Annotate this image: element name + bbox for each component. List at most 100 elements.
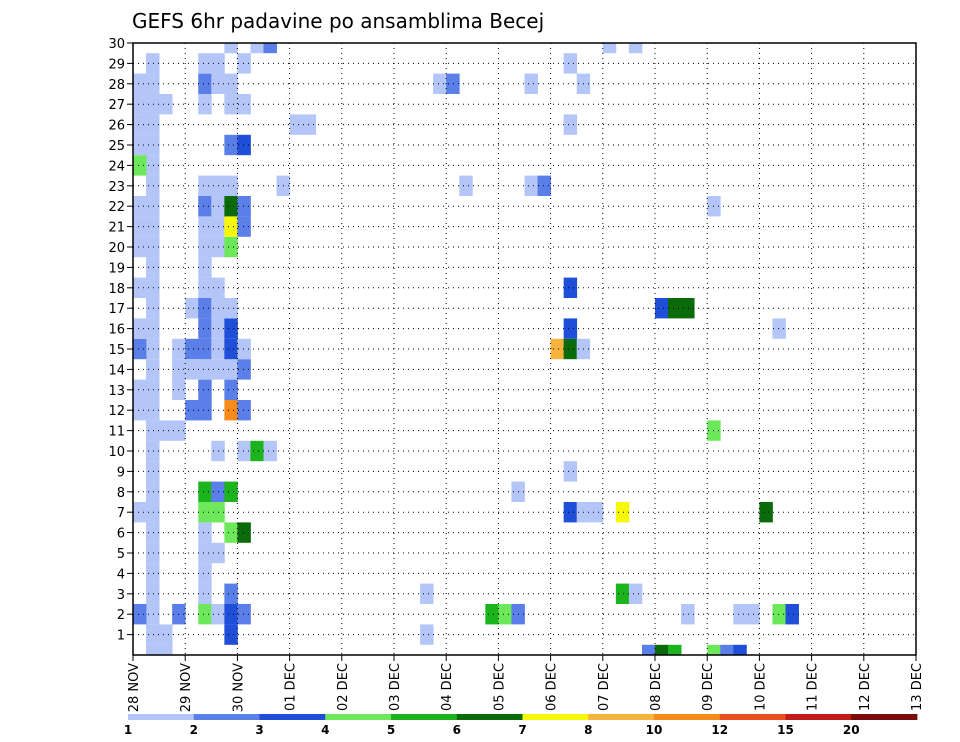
heatmap-cell [185, 359, 199, 380]
x-tick-label: 04 DEC [440, 663, 455, 711]
heatmap-cell [146, 318, 160, 339]
heatmap-cell [159, 644, 173, 655]
x-tick-label: 12 DEC [858, 663, 873, 711]
heatmap-cell [198, 359, 212, 380]
heatmap-cell [198, 318, 212, 339]
y-tick-label: 11 [108, 425, 125, 440]
heatmap-cell [133, 277, 147, 298]
heatmap-cell [563, 114, 578, 135]
heatmap-cell [146, 338, 160, 360]
heatmap-cell [146, 461, 160, 482]
heatmap-cell [563, 502, 578, 523]
heatmap-cell [198, 379, 212, 400]
heatmap-cell [198, 94, 212, 115]
x-tick-label: 10 DEC [753, 663, 768, 711]
y-tick-label: 21 [108, 221, 125, 236]
heatmap-cell [237, 440, 251, 462]
heatmap-cell [224, 236, 238, 258]
y-tick-label: 15 [108, 343, 125, 358]
y-tick-label: 22 [108, 200, 125, 215]
heatmap-cell [237, 53, 251, 74]
colorbar-swatch [654, 714, 721, 720]
heatmap-cells [133, 43, 799, 655]
colorbar-label: 6 [453, 723, 461, 737]
x-tick-label: 07 DEC [597, 663, 612, 711]
heatmap-cell [198, 236, 212, 258]
colorbar-label: 2 [190, 723, 198, 737]
y-tick-label: 20 [108, 241, 125, 256]
heatmap-cell [146, 522, 160, 543]
x-tick-label: 11 DEC [806, 663, 821, 711]
heatmap-cell [159, 94, 173, 115]
y-tick-label: 5 [117, 547, 125, 562]
colorbar-swatch [259, 714, 326, 720]
heatmap-cell [146, 624, 160, 645]
y-tick-label: 8 [117, 486, 125, 501]
heatmap-cell [668, 298, 682, 319]
colorbar-label: 1 [124, 723, 132, 737]
heatmap-cell [146, 502, 160, 523]
y-tick-label: 23 [108, 180, 125, 195]
y-tick-label: 17 [108, 302, 125, 317]
x-tick-label: 03 DEC [388, 663, 403, 711]
heatmap-cell [133, 338, 147, 360]
heatmap-cell [146, 644, 160, 655]
heatmap-cell [224, 298, 238, 319]
heatmap-cell [459, 175, 473, 196]
heatmap-cell [733, 604, 747, 625]
heatmap-cell [563, 277, 578, 298]
heatmap-cell [133, 236, 147, 258]
x-tick-label: 09 DEC [701, 663, 716, 711]
heatmap-cell [133, 400, 147, 421]
heatmap-cell [615, 502, 630, 523]
heatmap-cell [198, 522, 212, 543]
heatmap-cell [146, 583, 160, 604]
heatmap-cell [446, 73, 460, 94]
heatmap-cell [198, 53, 212, 74]
heatmap-cell [198, 583, 212, 604]
heatmap-cell [224, 379, 238, 400]
heatmap-cell [772, 318, 786, 339]
heatmap-cell [146, 257, 160, 278]
y-tick-label: 16 [108, 323, 125, 338]
chart-title: GEFS 6hr padavine po ansamblima Becej [132, 9, 544, 33]
colorbar-label: 4 [321, 723, 329, 737]
x-tick-label: 06 DEC [545, 663, 560, 711]
heatmap-cell [185, 338, 199, 360]
heatmap-cell [733, 644, 747, 655]
heatmap-cell [681, 604, 695, 625]
colorbar-swatch [588, 714, 655, 720]
heatmap-cell [224, 43, 238, 54]
heatmap-cell [420, 583, 434, 604]
heatmap-cell [224, 134, 238, 156]
colorbar-label: 3 [255, 723, 263, 737]
heatmap-cell [524, 175, 538, 196]
heatmap-cell [146, 298, 160, 319]
heatmap-cell [198, 175, 212, 196]
heatmap-cell [224, 216, 238, 237]
heatmap-cell [237, 338, 251, 360]
heatmap-cell [524, 73, 538, 94]
heatmap-cell [224, 604, 238, 625]
heatmap-cell [759, 502, 773, 523]
heatmap-cell [146, 134, 160, 156]
heatmap-cell [224, 196, 238, 217]
heatmap-cell [198, 73, 212, 94]
heatmap-cell [133, 379, 147, 400]
heatmap-cell [133, 73, 147, 94]
heatmap-cell [146, 114, 160, 135]
heatmap-cell [198, 277, 212, 298]
y-tick-label: 19 [108, 261, 125, 276]
heatmap-cell [198, 257, 212, 278]
heatmap-cell [641, 644, 656, 655]
heatmap-cell [133, 604, 147, 625]
y-tick-label: 1 [117, 629, 125, 644]
heatmap-cell [133, 502, 147, 523]
heatmap-cell [146, 175, 160, 196]
heatmap-cell [237, 134, 251, 156]
heatmap-cell [224, 359, 238, 380]
heatmap-cell [146, 420, 160, 441]
y-tick-label: 9 [117, 465, 125, 480]
heatmap-cell [289, 114, 304, 135]
heatmap-cell [707, 644, 721, 655]
